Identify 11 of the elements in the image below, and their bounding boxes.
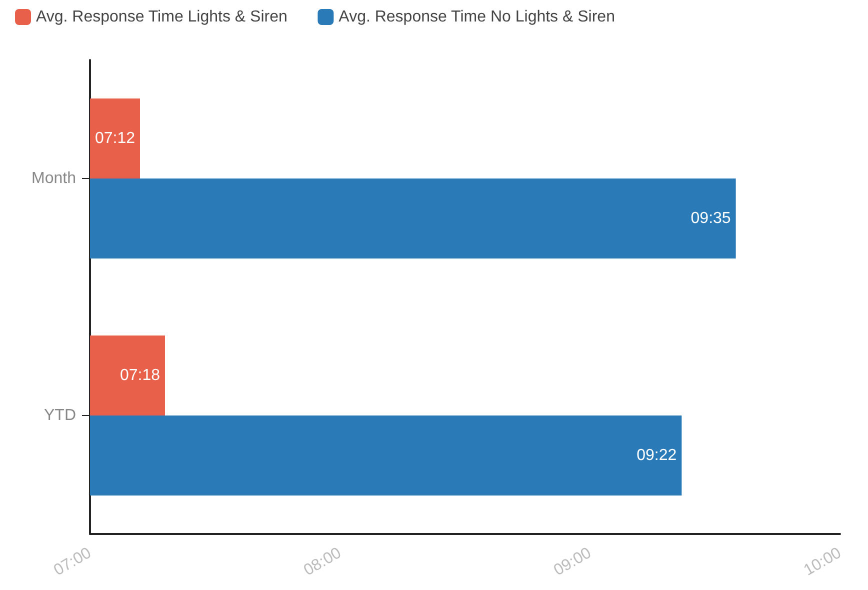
y-tick-label: YTD [44,407,76,424]
x-tick-label: 07:00 [51,544,94,580]
legend-label: Avg. Response Time Lights & Siren [36,8,288,26]
data-label: 07:12 [94,130,136,147]
data-label: 09:22 [636,447,677,464]
legend-label: Avg. Response Time No Lights & Siren [338,8,615,26]
y-tick-label: Month [32,170,76,187]
x-tick-label: 08:00 [301,544,344,580]
data-label: 09:35 [690,210,731,227]
data-label: 07:18 [120,367,160,384]
x-tick-label: 09:00 [551,544,594,580]
